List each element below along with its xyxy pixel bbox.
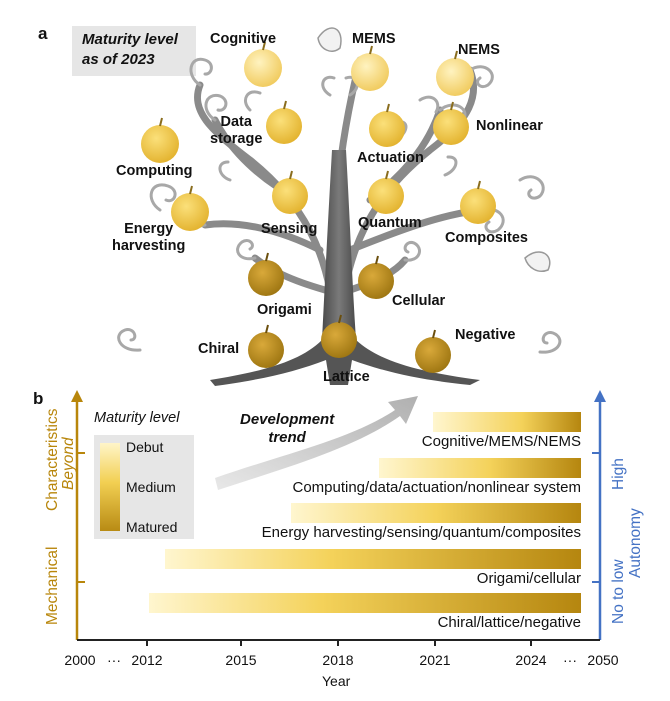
x-axis-title: Year: [322, 673, 351, 689]
left-label-beyond: Beyond: [60, 437, 77, 490]
label-sensing: Sensing: [261, 221, 318, 237]
apple-data-storage: [266, 100, 302, 144]
left-label-mechanical: Mechanical: [44, 546, 61, 625]
apple-nonlinear: [433, 101, 469, 145]
apple-computing: [141, 117, 179, 163]
label-actuation: Actuation: [357, 150, 424, 166]
label-data-storage-line2: storage: [210, 131, 263, 147]
apple-sensing: [272, 170, 308, 214]
apples: [141, 41, 496, 373]
label-data-storage-line1: Data: [220, 114, 252, 130]
label-nems: NEMS: [458, 42, 500, 58]
apple-lattice: [321, 314, 357, 358]
panel-b-letter: b: [33, 389, 44, 408]
right-label-no-to-low: No to low: [610, 559, 627, 624]
legend-box: Debut Medium Matured: [94, 435, 194, 539]
legend-matured: Matured: [126, 519, 178, 535]
label-composites: Composites: [445, 230, 528, 246]
bar-label-computing: Computing/data/actuation/nonlinear syste…: [292, 479, 581, 496]
bar-origami: [165, 549, 581, 569]
legend-gradient: [100, 443, 120, 531]
apple-mems: [351, 45, 389, 91]
label-energy-harvesting: Energy harvesting: [112, 221, 185, 255]
bar-cognitive: [433, 412, 581, 432]
bar-label-chiral: Chiral/lattice/negative: [437, 614, 581, 631]
x-tick-2000: 2000: [64, 652, 96, 668]
x-tick-2050: 2050: [587, 652, 619, 668]
label-energy-harvesting-line1: Energy: [124, 221, 174, 237]
development-trend-label: Development trend: [240, 411, 334, 447]
apple-composites: [460, 180, 496, 224]
apple-actuation: [369, 103, 405, 147]
label-computing: Computing: [116, 163, 193, 179]
right-label-autonomy: Autonomy: [627, 508, 644, 578]
apple-cellular: [358, 255, 394, 299]
bar-chiral: [149, 593, 581, 613]
label-chiral: Chiral: [198, 341, 240, 357]
x-tick-2015: 2015: [225, 652, 257, 668]
x-tick-2012: 2012: [131, 652, 163, 668]
tree-illustration: [117, 27, 562, 386]
apple-energy-harvesting: [171, 185, 209, 231]
bar-label-cognitive: Cognitive/MEMS/NEMS: [421, 433, 581, 450]
apple-cognitive: [244, 41, 282, 87]
apple-nems: [436, 50, 474, 96]
x-tick-ellipsis-2: ···: [563, 652, 577, 668]
x-axis-ticks: [146, 640, 532, 646]
legend-debut: Debut: [126, 439, 164, 455]
leaf-right: [524, 251, 551, 272]
x-tick-2021: 2021: [419, 652, 451, 668]
legend-title: Maturity level: [94, 410, 180, 426]
apple-chiral: [248, 324, 284, 368]
maturity-note-line1: Maturity level: [82, 31, 178, 48]
left-axis-arrowhead: [71, 390, 83, 402]
tree-roots: [210, 340, 480, 386]
development-trend-line2: trend: [268, 429, 306, 446]
label-mems: MEMS: [352, 31, 396, 47]
label-cognitive: Cognitive: [210, 31, 277, 47]
bar-label-origami: Origami/cellular: [476, 570, 581, 587]
label-energy-harvesting-line2: harvesting: [112, 238, 186, 254]
bar-computing: [379, 458, 581, 478]
label-origami: Origami: [257, 302, 312, 318]
label-nonlinear: Nonlinear: [476, 118, 543, 134]
right-axis-arrowhead: [594, 390, 606, 402]
x-tick-ellipsis-1: ···: [107, 652, 121, 668]
maturity-note-line2: as of 2023: [82, 51, 155, 68]
apple-origami: [248, 252, 284, 296]
maturity-note: Maturity level as of 2023: [72, 26, 196, 76]
label-quantum: Quantum: [358, 215, 422, 231]
development-trend-arrow: [215, 396, 418, 490]
development-trend-line1: Development: [240, 411, 335, 428]
tree-trunk: [322, 150, 356, 340]
x-tick-2018: 2018: [322, 652, 354, 668]
right-label-high: High: [610, 458, 627, 490]
label-lattice: Lattice: [323, 369, 370, 385]
panel-a-letter: a: [38, 24, 48, 43]
legend-medium: Medium: [126, 479, 176, 495]
label-data-storage: Data storage: [210, 114, 262, 148]
apple-negative: [415, 329, 451, 373]
apple-quantum: [368, 170, 404, 214]
x-tick-2024: 2024: [515, 652, 547, 668]
label-cellular: Cellular: [392, 293, 446, 309]
label-negative: Negative: [455, 327, 516, 343]
bar-energy: [291, 503, 581, 523]
leaf-top: [317, 27, 342, 52]
bar-label-energy: Energy harvesting/sensing/quantum/compos…: [261, 524, 581, 541]
